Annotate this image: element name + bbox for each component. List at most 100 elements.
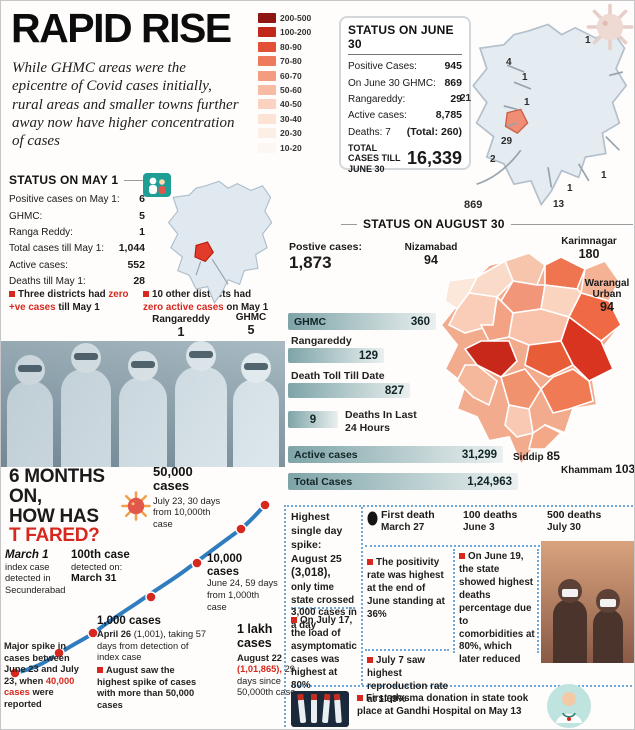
ghmc-district-highlight	[194, 241, 214, 263]
milestone-50000: 50,000 cases July 23, 30 days from 10,00…	[153, 464, 221, 529]
intro-text: While GHMC areas were the epicentre of C…	[12, 60, 239, 150]
legend-item: 100-200	[258, 27, 311, 38]
may1-heading: STATUS ON MAY 1	[9, 173, 119, 187]
death-milestone-500: 500 deaths July 30	[547, 509, 602, 533]
aug30-map-label-khammam: Khammam 103	[561, 462, 635, 476]
page-title: RAPID RISE	[11, 5, 232, 51]
death-milestone-100: 100 deaths June 3	[463, 509, 518, 533]
june30-map-value: 1	[601, 170, 607, 181]
ppe-worker-figure	[7, 355, 53, 467]
divider	[284, 505, 286, 729]
divider	[510, 223, 633, 225]
may1-map-label-rangareddy: Rangareddy 1	[152, 314, 210, 339]
bar-label-deaths-24h: Deaths In Last 24 Hours	[345, 409, 417, 434]
test-tube-icon	[321, 698, 331, 724]
legend-item: 70-80	[258, 56, 311, 67]
photo-ppe-workers	[1, 341, 285, 467]
virus-icon	[586, 3, 634, 51]
ghmc-district	[504, 108, 529, 135]
legend-swatch	[258, 113, 276, 124]
timeline-heading: 6 MONTHS ON, HOW HAS T FARED?	[9, 466, 105, 547]
legend: 200-500 100-200 80-90 70-80 60-70 50-60 …	[258, 13, 311, 157]
may1-heading-row: STATUS ON MAY 1	[9, 173, 159, 187]
bullet-square-icon	[357, 695, 363, 701]
legend-swatch	[258, 13, 276, 23]
divider	[124, 179, 159, 181]
june30-map-value: 13	[553, 199, 565, 210]
photo-overlay	[1, 341, 285, 467]
may1-map-label-ghmc: GHMC 5	[235, 312, 267, 337]
callout-line	[211, 258, 229, 285]
june30-total: TOTAL CASES TILL JUNE 30 16,339	[348, 142, 462, 174]
aug30-positive: Postive cases: 1,873	[289, 241, 362, 272]
aug30-map-label-nizamabad: Nizamabad 94	[404, 242, 458, 267]
doctor-illustration	[547, 684, 591, 728]
may1-map	[167, 180, 273, 304]
milestone-10000: 10,000 cases June 24, 59 days from 1,000…	[207, 553, 278, 612]
milestone-major-spike: Major spike in cases between June 23 and…	[4, 641, 79, 710]
fact-reproduction: July 7 saw highest reproduction rate at …	[367, 655, 449, 705]
june30-map-value: 1	[524, 97, 530, 108]
aug30-heading-row: STATUS ON AUGUST 30	[341, 217, 633, 231]
june30-heading: STATUS ON JUNE 30	[348, 23, 462, 55]
legend-item: 10-20	[258, 142, 311, 153]
test-tube-icon	[297, 698, 307, 724]
milestone-march1: March 1 index case detected in Secundera…	[5, 549, 66, 595]
divider	[365, 649, 449, 651]
bullet-square-icon	[143, 291, 149, 297]
bar-total-cases: Total Cases 1,24,963	[288, 473, 518, 490]
telangana-outline	[167, 180, 273, 304]
june30-map	[472, 23, 628, 207]
june30-map-value: 1	[522, 72, 528, 83]
legend-item: 60-70	[258, 70, 311, 81]
district-polygons	[444, 252, 623, 450]
bar-rangareddy: 129	[288, 348, 384, 363]
divider	[291, 607, 355, 609]
death-milestone-first: First death March 27	[367, 509, 451, 534]
legend-item: 80-90	[258, 41, 311, 52]
photo-children-masks	[541, 541, 634, 663]
milestone-1000: 1,000 cases April 26 (1,001), taking 57 …	[97, 615, 207, 663]
divider	[537, 549, 539, 653]
bullet-square-icon	[459, 553, 465, 559]
ppe-worker-figure	[61, 343, 111, 467]
june30-map-value: 29	[501, 136, 513, 147]
ppe-worker-figure	[175, 341, 227, 467]
callout-line	[195, 261, 202, 276]
fact-highest-spike: Highest single day spike: August 25 (3,0…	[291, 511, 357, 632]
ppe-worker-figure	[119, 351, 167, 467]
ppe-worker-figure	[233, 353, 279, 467]
legend-item: 200-500	[258, 13, 311, 23]
legend-swatch	[258, 142, 276, 153]
june30-map-value: 4	[506, 57, 512, 68]
status-june30-panel: STATUS ON JUNE 30 Positive Cases: 945 On …	[339, 16, 471, 174]
bar-deaths-24h: 9	[288, 411, 338, 428]
child-figure	[553, 579, 587, 663]
stat-row: Ranga Reddy: 1	[9, 225, 145, 238]
bullet-square-icon	[291, 617, 297, 623]
legend-swatch	[258, 70, 276, 81]
legend-item: 50-60	[258, 84, 311, 95]
bar-label-rangareddy: Rangareddy	[291, 335, 352, 347]
stat-row: Deaths: 7 (Total: 260)	[348, 125, 462, 138]
bar-active-cases: Active cases 31,299	[288, 446, 503, 463]
may1-note: Three districts had zero +ve cases till …	[9, 289, 129, 313]
legend-item: 40-50	[258, 99, 311, 110]
aug30-map-label-karimnagar: Karimnagar 180	[561, 236, 617, 261]
photo-test-tubes	[291, 691, 349, 727]
legend-swatch	[258, 84, 276, 95]
divider	[453, 549, 455, 653]
status-may1-panel: Positive cases on May 1: 6 GHMC: 5 Ranga R…	[9, 191, 145, 289]
legend-item: 20-30	[258, 128, 311, 139]
divider	[365, 545, 634, 547]
legend-swatch	[258, 56, 276, 67]
test-tube-icon	[334, 698, 342, 724]
fact-comorbidity: On June 19, the state showed highest dea…	[459, 551, 535, 666]
divider	[341, 223, 357, 225]
bullet-square-icon	[9, 291, 15, 297]
test-tube-icon	[311, 694, 317, 723]
june30-map-value: 869	[464, 199, 483, 211]
legend-item: 30-40	[258, 113, 311, 124]
stat-row: Total cases till May 1: 1,044	[9, 242, 145, 255]
stat-row: Deaths till May 1: 28	[9, 275, 145, 288]
